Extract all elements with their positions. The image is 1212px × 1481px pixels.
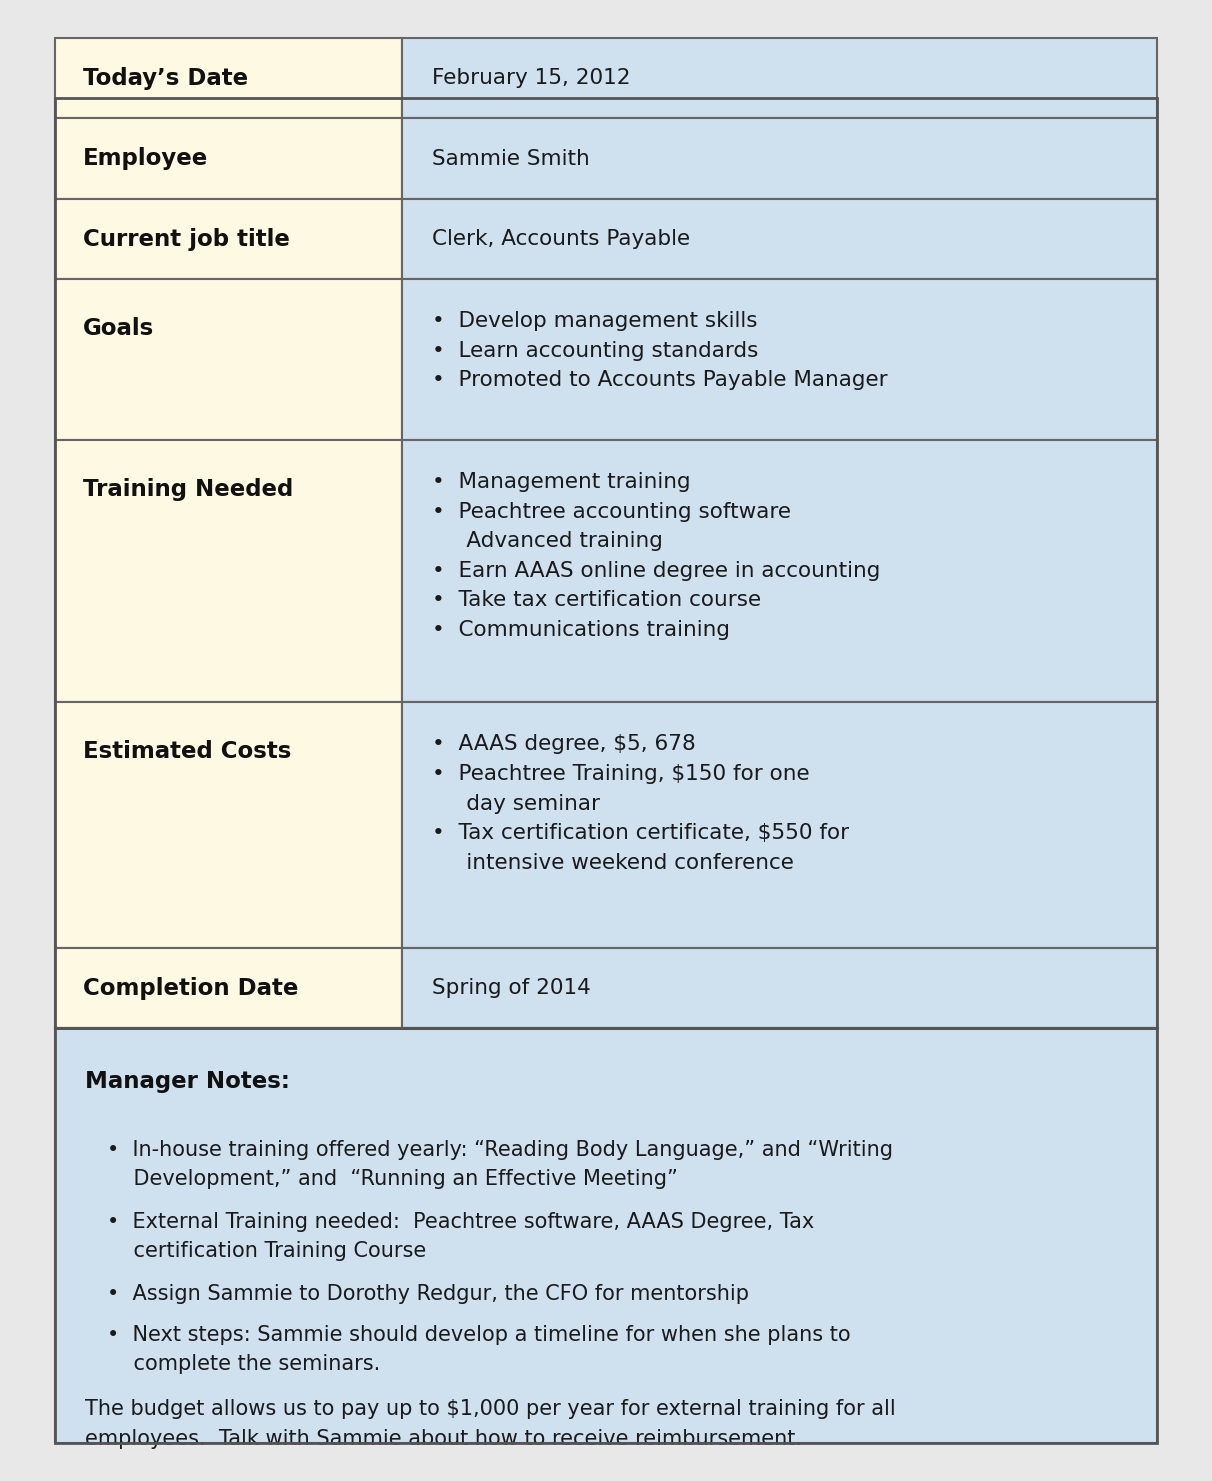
Text: Today’s Date: Today’s Date — [82, 67, 248, 90]
Bar — [55, 198, 402, 280]
Bar — [402, 702, 1157, 948]
Text: Training Needed: Training Needed — [82, 478, 293, 501]
Bar — [55, 702, 402, 948]
Text: Current job title: Current job title — [82, 228, 290, 250]
Text: Spring of 2014: Spring of 2014 — [433, 977, 591, 998]
Bar — [55, 39, 402, 118]
Bar — [55, 118, 402, 198]
Bar — [55, 440, 402, 702]
Text: •  Assign Sammie to Dorothy Redgur, the CFO for mentorship: • Assign Sammie to Dorothy Redgur, the C… — [107, 1284, 749, 1305]
Text: Manager Notes:: Manager Notes: — [85, 1071, 290, 1093]
Bar — [402, 198, 1157, 280]
Text: •  Develop management skills
•  Learn accounting standards
•  Promoted to Accoun: • Develop management skills • Learn acco… — [433, 311, 887, 391]
Text: •  External Training needed:  Peachtree software, AAAS Degree, Tax
    certifica: • External Training needed: Peachtree so… — [107, 1213, 814, 1260]
Text: Goals: Goals — [82, 317, 154, 341]
Bar — [55, 1028, 1157, 1442]
Bar — [402, 280, 1157, 440]
Text: •  AAAS degree, $5, 678
•  Peachtree Training, $150 for one
     day seminar
•  : • AAAS degree, $5, 678 • Peachtree Train… — [433, 735, 850, 872]
Text: •  Next steps: Sammie should develop a timeline for when she plans to
    comple: • Next steps: Sammie should develop a ti… — [107, 1325, 851, 1374]
Bar — [55, 948, 402, 1028]
Bar — [55, 280, 402, 440]
Text: •  Management training
•  Peachtree accounting software
     Advanced training
•: • Management training • Peachtree accoun… — [433, 472, 880, 640]
Text: •  In-house training offered yearly: “Reading Body Language,” and “Writing
    D: • In-house training offered yearly: “Rea… — [107, 1140, 893, 1189]
Bar — [402, 948, 1157, 1028]
Text: Completion Date: Completion Date — [82, 976, 298, 1000]
Text: Employee: Employee — [82, 147, 208, 170]
Bar — [402, 118, 1157, 198]
Text: The budget allows us to pay up to $1,000 per year for external training for all
: The budget allows us to pay up to $1,000… — [85, 1400, 896, 1448]
Text: Clerk, Accounts Payable: Clerk, Accounts Payable — [433, 230, 691, 249]
Text: February 15, 2012: February 15, 2012 — [433, 68, 630, 89]
Bar — [402, 440, 1157, 702]
Text: Estimated Costs: Estimated Costs — [82, 740, 291, 763]
Text: Sammie Smith: Sammie Smith — [433, 148, 590, 169]
Bar — [402, 39, 1157, 118]
